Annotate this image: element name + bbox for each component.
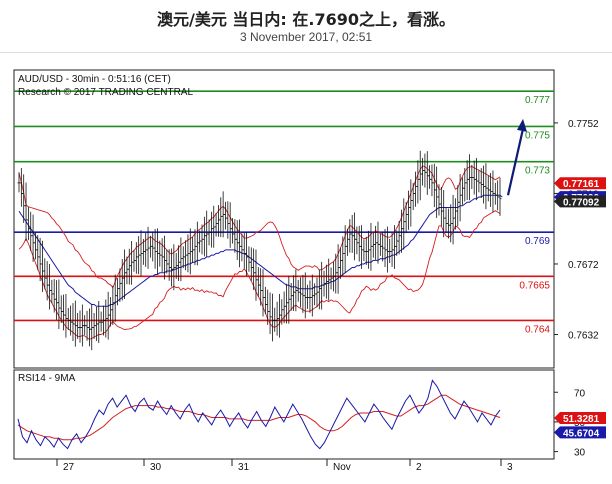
rsi-tick-label-2: 30 [574,448,586,459]
rsi-label: RSI14 - 9MA [18,373,76,384]
rsi-tag-1: 45.6704 [554,426,606,439]
svg-text:51.3281: 51.3281 [563,414,600,425]
price-panel-frame [13,69,555,369]
x-axis: 27 30 31 Nov 2 3 [56,459,513,473]
price-tag-2: 0.77092 [554,195,606,208]
price-tick-label-3: 0.7632 [568,330,599,341]
levels-layer: 0.777 0.775 0.773 0.769 0.7665 0.764 [14,90,554,335]
upper-band [18,165,501,289]
price-bar-205 [498,177,502,216]
lower-band [18,210,501,340]
bands-layer [18,165,503,340]
svg-text:0.77092: 0.77092 [563,197,600,208]
rsi-ma-line [17,394,501,441]
level-label-4: 0.7665 [519,280,550,291]
svg-text:45.6704: 45.6704 [563,428,600,439]
svg-text:0.77161: 0.77161 [563,179,600,190]
rsi-tag-0: 51.3281 [554,411,606,425]
info-line-1: AUD/USD - 30min - 0:51:16 (CET) [18,74,171,85]
level-label-3: 0.769 [525,236,550,247]
price-tag-0: 0.77161 [554,177,606,190]
price-tick-label-2: 0.7672 [568,260,599,271]
x-tick-label-5: 3 [507,462,513,473]
chart-title: 澳元/美元 当日内: 在.7690之上，看涨。 [157,10,455,29]
arrow-layer [506,118,527,196]
rsi-tick-label-0: 70 [574,388,586,399]
x-tick-label-3: Nov [333,462,351,473]
level-label-1: 0.775 [525,130,550,141]
rsi-line [17,379,501,450]
x-tick-label-1: 30 [150,462,162,473]
level-label-2: 0.773 [525,166,550,177]
x-tick-label-0: 27 [63,462,75,473]
x-tick-label-4: 2 [416,462,422,473]
info-line-2: Research © 2017 TRADING CENTRAL [18,87,193,98]
forecast-arrow-head [517,118,527,132]
level-label-5: 0.764 [525,324,550,335]
header-divider [0,52,612,53]
forecast-arrow-shaft [506,128,525,196]
candles-layer [17,150,502,351]
level-label-0: 0.777 [525,95,550,106]
moving-average-line [18,194,503,307]
price-tick-label-0: 0.7752 [568,119,599,130]
x-tick-label-2: 31 [238,462,250,473]
chart-subtitle: 3 November 2017, 02:51 [239,30,373,44]
